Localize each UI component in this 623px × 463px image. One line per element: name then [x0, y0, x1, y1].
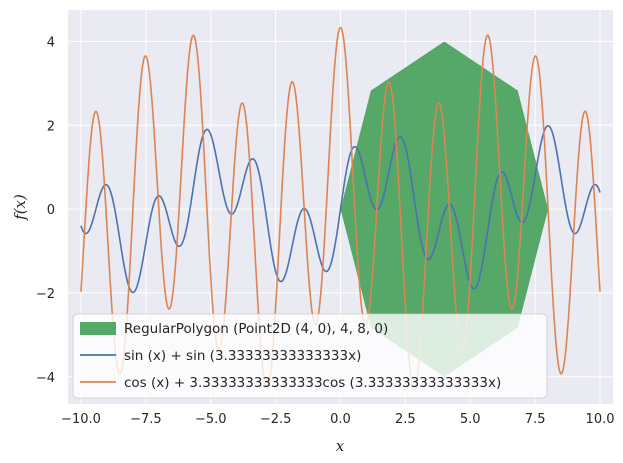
- x-tick-label: 2.5: [395, 412, 416, 427]
- legend-swatch-polygon: [80, 322, 116, 335]
- regular-polygon: [340, 41, 549, 377]
- x-tick-label: −2.5: [260, 412, 292, 427]
- polygon-layer: [340, 41, 549, 377]
- y-tick-label: 2: [47, 119, 55, 134]
- x-tick-label: −7.5: [130, 412, 162, 427]
- legend-label-polygon: RegularPolygon (Point2D (4, 0), 4, 8, 0): [124, 321, 388, 337]
- x-tick-label: −5.0: [195, 412, 227, 427]
- series-line-2: [80, 26, 601, 390]
- y-tick-label: 4: [47, 35, 55, 50]
- y-tick-label: −4: [36, 371, 55, 386]
- x-tick-label: 10.0: [586, 412, 615, 427]
- series-line-1: [80, 124, 601, 294]
- y-tick-labels: −4 −2 0 2 4: [36, 35, 55, 385]
- y-axis-label: f(x): [11, 194, 29, 221]
- x-tick-label: 5.0: [460, 412, 481, 427]
- series-layer: [80, 26, 601, 390]
- y-tick-label: −2: [36, 287, 55, 302]
- legend-frame: [72, 313, 548, 399]
- x-axis-label: x: [336, 437, 345, 455]
- x-tick-label: −10.0: [61, 412, 101, 427]
- x-tick-label: 0.0: [330, 412, 351, 427]
- legend-label-series-1: sin (x) + sin (3.33333333333333x): [124, 348, 361, 364]
- x-tick-labels: −10.0 −7.5 −5.0 −2.5 0.0 2.5 5.0 7.5 10.0: [61, 412, 614, 427]
- x-tick-label: 7.5: [525, 412, 546, 427]
- y-tick-label: 0: [47, 203, 55, 218]
- legend-label-series-2: cos (x) + 3.33333333333333cos (3.3333333…: [124, 375, 501, 391]
- legend: RegularPolygon (Point2D (4, 0), 4, 8, 0)…: [72, 313, 548, 399]
